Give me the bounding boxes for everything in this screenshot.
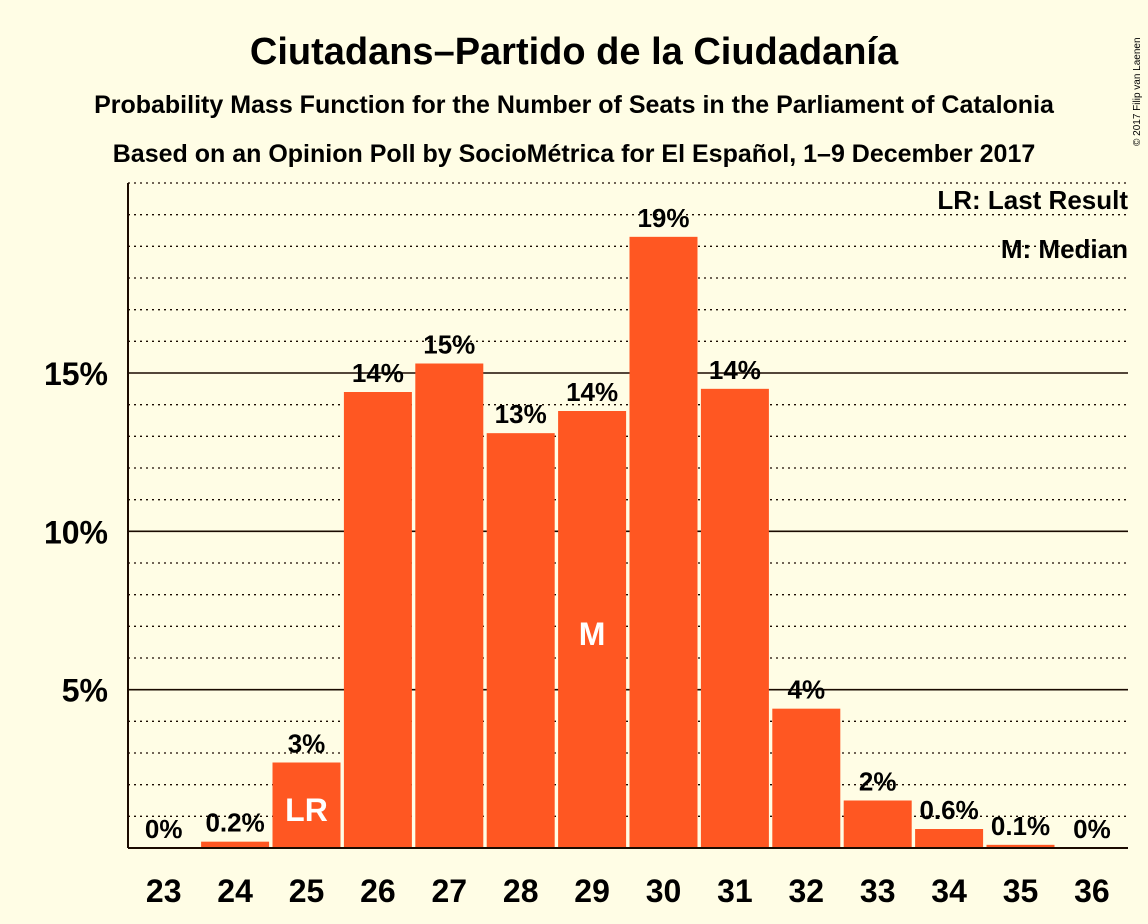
x-tick-label: 25 [289,873,325,909]
bar [201,841,270,848]
x-tick-label: 34 [931,873,967,909]
x-tick-label: 28 [503,873,539,909]
chart-subtitle-1: Probability Mass Function for the Number… [94,91,1055,119]
data-label: 0% [1073,814,1111,844]
bar [772,708,841,848]
bar [343,392,412,848]
bar [915,829,984,848]
bar-layer [201,236,1055,849]
bar [558,411,627,848]
data-label: 13% [495,399,547,429]
x-tick-label: 36 [1074,873,1110,909]
x-tick-label: 26 [360,873,396,909]
x-tick-label: 27 [432,873,468,909]
copyright-notice: © 2017 Filip van Laenen [1132,37,1143,146]
data-label: 0.2% [205,808,264,838]
data-label: 0.6% [919,795,978,825]
bar [986,844,1055,848]
data-label: 14% [566,377,618,407]
label-layer: 0% 0.2% 3% LR 14% 15% 13% 14% M 19% 14% 4% 2% 0.6% 0.1… [145,203,1111,844]
x-tick-label: 31 [717,873,753,909]
data-label: 15% [423,330,475,360]
data-label: 2% [859,767,897,797]
bar [272,762,341,848]
data-label: 19% [637,203,689,233]
axis-layer: 5% 10% 15% 23 24 25 26 27 28 29 30 31 32 33 34 35 36 [44,183,1128,909]
chart-title: Ciutadans–Partido de la Ciudadanía [250,31,899,73]
legend-median: M: Median [1001,234,1128,264]
last-result-marker: LR [285,792,328,828]
bar [629,236,698,849]
y-tick-label: 15% [44,356,108,392]
y-tick-label: 10% [44,514,108,550]
chart-subtitle-2: Based on an Opinion Poll by SocioMétrica… [113,140,1036,168]
x-tick-label: 35 [1003,873,1039,909]
data-label: 14% [709,355,761,385]
y-tick-label: 5% [62,673,108,709]
x-tick-label: 24 [217,873,253,909]
data-label: 3% [288,729,326,759]
bar [700,388,769,848]
x-tick-label: 30 [646,873,682,909]
bar [843,800,912,848]
data-label: 0% [145,814,183,844]
x-tick-label: 23 [146,873,182,909]
data-label: 14% [352,358,404,388]
x-tick-label: 32 [789,873,825,909]
x-tick-label: 29 [574,873,610,909]
data-label: 4% [788,675,826,705]
median-marker: M [579,616,606,652]
data-label: 0.1% [991,811,1050,841]
bar [486,433,555,848]
x-tick-label: 33 [860,873,896,909]
bar [415,363,484,848]
grid-layer [128,182,1128,817]
legend-last-result: LR: Last Result [937,185,1128,215]
